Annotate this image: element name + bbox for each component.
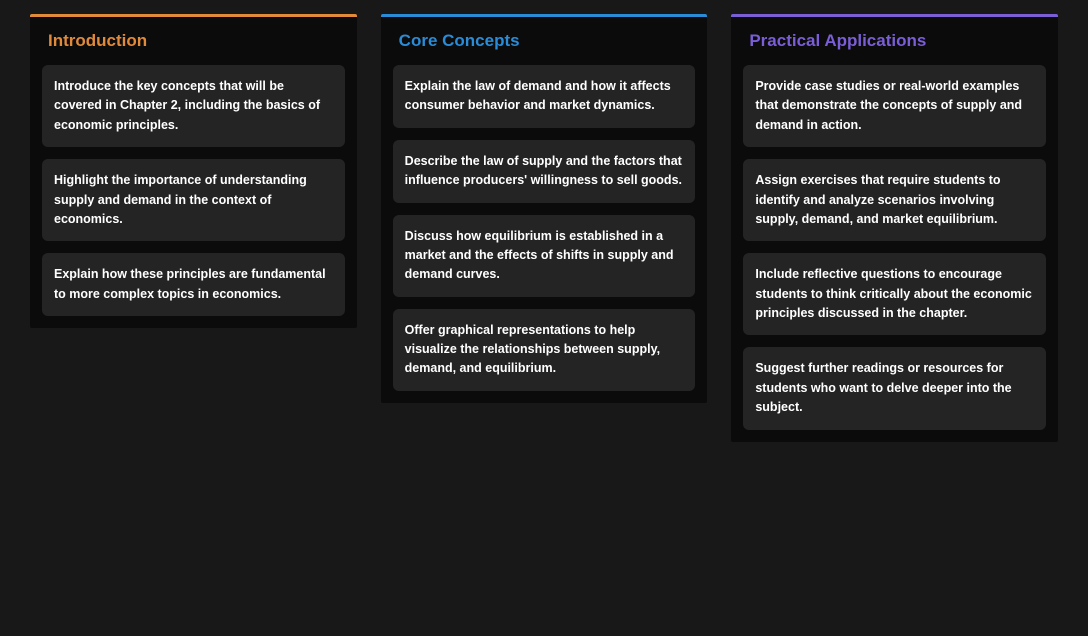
card-text: Describe the law of supply and the facto… (405, 152, 684, 191)
card-text: Discuss how equilibrium is established i… (405, 227, 684, 285)
card[interactable]: Assign exercises that require students t… (743, 159, 1046, 241)
card-text: Suggest further readings or resources fo… (755, 359, 1034, 417)
card[interactable]: Explain the law of demand and how it aff… (393, 65, 696, 128)
column-core-concepts[interactable]: Core Concepts Explain the law of demand … (381, 14, 708, 403)
card[interactable]: Discuss how equilibrium is established i… (393, 215, 696, 297)
card[interactable]: Provide case studies or real-world examp… (743, 65, 1046, 147)
column-practical-applications[interactable]: Practical Applications Provide case stud… (731, 14, 1058, 442)
card-text: Explain the law of demand and how it aff… (405, 77, 684, 116)
card-text: Provide case studies or real-world examp… (755, 77, 1034, 135)
card[interactable]: Highlight the importance of understandin… (42, 159, 345, 241)
card-text: Offer graphical representations to help … (405, 321, 684, 379)
card-text: Assign exercises that require students t… (755, 171, 1034, 229)
column-title: Introduction (42, 17, 345, 65)
card-text: Explain how these principles are fundame… (54, 265, 333, 304)
kanban-board: Introduction Introduce the key concepts … (0, 0, 1088, 442)
card-text: Introduce the key concepts that will be … (54, 77, 333, 135)
column-title: Core Concepts (393, 17, 696, 65)
card[interactable]: Suggest further readings or resources fo… (743, 347, 1046, 429)
column-title: Practical Applications (743, 17, 1046, 65)
card-text: Highlight the importance of understandin… (54, 171, 333, 229)
card[interactable]: Offer graphical representations to help … (393, 309, 696, 391)
card[interactable]: Explain how these principles are fundame… (42, 253, 345, 316)
column-introduction[interactable]: Introduction Introduce the key concepts … (30, 14, 357, 328)
card[interactable]: Include reflective questions to encourag… (743, 253, 1046, 335)
card[interactable]: Introduce the key concepts that will be … (42, 65, 345, 147)
card-text: Include reflective questions to encourag… (755, 265, 1034, 323)
card[interactable]: Describe the law of supply and the facto… (393, 140, 696, 203)
